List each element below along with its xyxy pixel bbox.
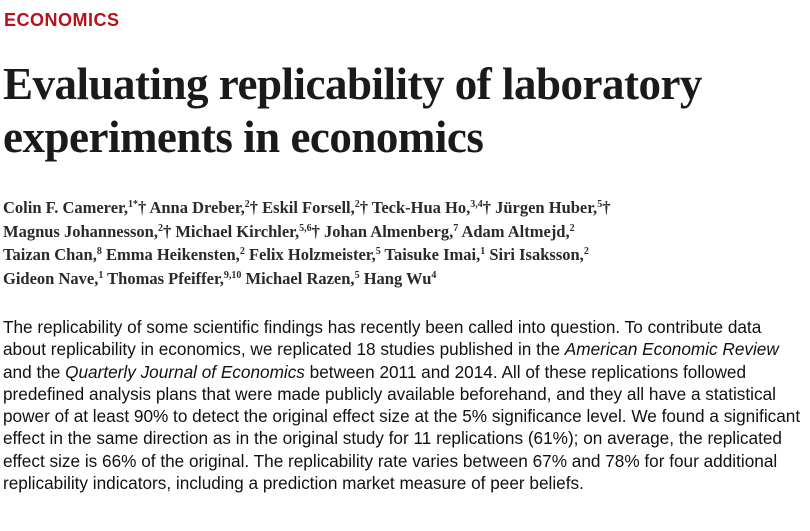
author: Teck-Hua Ho,3,4† xyxy=(371,198,491,217)
journal-name: American Economic Review xyxy=(564,339,779,360)
author: Felix Holzmeister,5 xyxy=(248,245,381,264)
journal-name: Quarterly Journal of Economics xyxy=(65,361,305,382)
title-line-1: Evaluating replicability of laboratory xyxy=(3,59,702,109)
author: Taizan Chan,8 xyxy=(3,245,102,264)
author: Adam Altmejd,2 xyxy=(461,221,575,241)
abstract: The replicability of some scientific fin… xyxy=(3,317,801,494)
author: Michael Razen,5 xyxy=(245,268,360,288)
section-label: ECONOMICS xyxy=(4,10,120,30)
author: Jürgen Huber,5† xyxy=(495,198,611,217)
article-title: Evaluating replicability of laboratory e… xyxy=(3,58,803,164)
author: Colin F. Camerer,1*† xyxy=(3,198,147,217)
author: Gideon Nave,1 xyxy=(3,268,104,288)
author: Siri Isaksson,2 xyxy=(489,245,589,264)
author: Taisuke Imai,1 xyxy=(384,245,486,264)
author: Emma Heikensten,2 xyxy=(105,245,245,264)
title-line-2: experiments in economics xyxy=(3,112,484,162)
author: Thomas Pfeiffer,9,10 xyxy=(107,268,242,288)
author: Michael Kirchler,5,6† xyxy=(175,221,320,241)
author: Anna Dreber,2† xyxy=(149,198,259,217)
author-list: Colin F. Camerer,1*† Anna Dreber,2† Eski… xyxy=(3,196,803,290)
author: Hang Wu4 xyxy=(363,268,437,288)
author: Johan Almenberg,7 xyxy=(323,221,459,241)
author: Eskil Forsell,2† xyxy=(262,198,368,217)
author: Magnus Johannesson,2† xyxy=(3,221,172,241)
